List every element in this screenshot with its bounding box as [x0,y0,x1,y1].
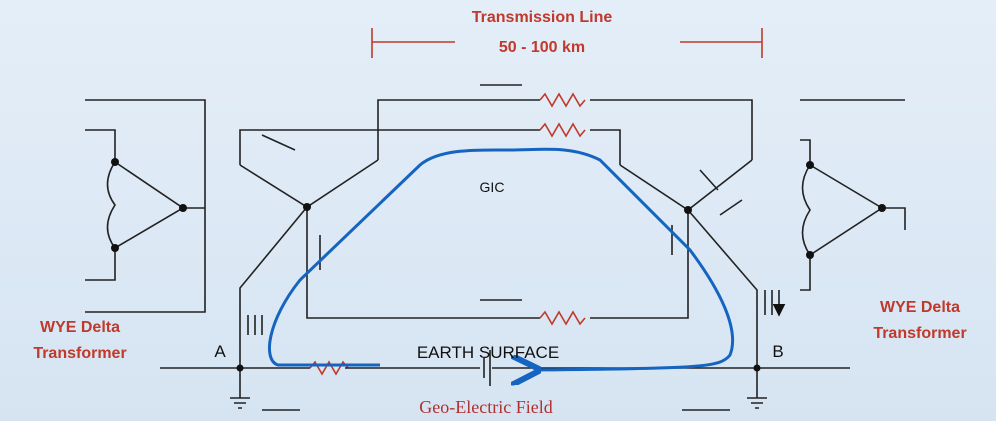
node-b: B [772,342,783,361]
left-transformer: Transformer [33,345,126,362]
node-a: A [214,342,226,361]
right-transformer: Transformer [873,325,966,342]
line-title: Transmission Line [472,9,613,26]
earth-surface: EARTH SURFACE [417,343,559,362]
left-transformer: WYE Delta [40,319,120,336]
right-transformer: WYE Delta [880,299,960,316]
gic-label: GIC [480,179,505,195]
schematic [85,28,906,411]
geo-electric-field: Geo-Electric Field [419,397,552,417]
line-length: 50 - 100 km [499,39,585,56]
